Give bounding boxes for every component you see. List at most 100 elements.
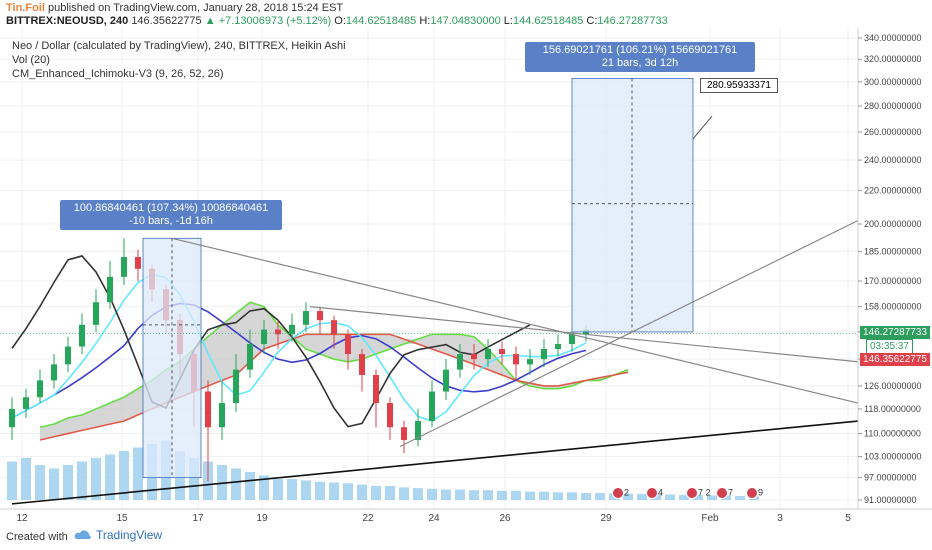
volume-bar	[287, 479, 297, 500]
candle-body	[415, 421, 421, 440]
measure-right-line2: 21 bars, 3d 12h	[601, 57, 679, 69]
candle-body	[429, 391, 435, 422]
volume-bar	[735, 496, 745, 500]
event-badge[interactable]: 4	[646, 487, 663, 499]
event-count: 7	[728, 487, 734, 498]
event-badge[interactable]: 7 2	[686, 487, 711, 499]
time-tick-label: 29	[600, 513, 612, 524]
time-axis[interactable]: 12 15 17 19 22 24 26 29 Feb 3 5	[16, 513, 851, 524]
measure-label-left: 100.86840461 (107.34%) 10086840461 -10 b…	[60, 200, 282, 230]
volume-bar	[469, 490, 479, 500]
event-count: 2	[624, 487, 630, 498]
price-tick-label: 240.00000000	[864, 155, 922, 165]
candle-body	[555, 344, 561, 350]
candle-body	[387, 403, 393, 428]
tradingview-logo[interactable]: TradingView	[74, 528, 162, 542]
time-tick-label: 17	[192, 513, 204, 524]
volume-bar	[441, 489, 451, 500]
plot-area[interactable]	[0, 28, 858, 509]
event-badge[interactable]: 9	[746, 487, 763, 499]
volume-bar	[329, 482, 339, 500]
candle-body	[345, 334, 351, 355]
up-arrow-icon: ▲	[204, 15, 216, 27]
open-value: 144.62518485	[345, 15, 417, 27]
candle-body	[471, 354, 477, 360]
time-tick-label: 5	[845, 513, 851, 524]
legend-volume[interactable]: Vol (20)	[12, 54, 50, 66]
volume-bar	[567, 492, 577, 500]
volume-bar	[721, 495, 731, 500]
candle-body	[233, 369, 239, 404]
volume-bar	[49, 468, 59, 500]
chikou-line	[11, 255, 531, 428]
last-price: 146.35622775	[131, 15, 202, 27]
kijun-line	[11, 302, 587, 419]
price-tick-label: 170.00000000	[864, 276, 922, 286]
volume-bar	[707, 495, 717, 500]
volume-bar	[637, 493, 647, 500]
volume-bar	[301, 480, 311, 500]
candle-body	[107, 276, 113, 303]
candle-body	[485, 349, 491, 360]
measure-left-line1: 100.86840461 (107.34%) 10086840461	[73, 202, 269, 214]
price-tick-label: 158.00000000	[864, 302, 922, 312]
candle-body	[51, 364, 57, 381]
volume-bar	[105, 454, 115, 500]
volume-bar	[7, 461, 17, 500]
current-price-label: 146.27287733	[860, 326, 930, 339]
time-tick-label: 26	[499, 513, 511, 524]
resistance-line	[309, 306, 859, 363]
cloud-logo-icon	[74, 530, 91, 539]
price-tick-label: 260.00000000	[864, 127, 922, 137]
candle-body	[359, 354, 365, 375]
high-value: 147.04830000	[430, 15, 501, 27]
trend-drawings[interactable]	[0, 77, 859, 505]
candle-body	[527, 359, 533, 365]
countdown-label: 03:35:37	[866, 339, 913, 354]
legend-main[interactable]: Neo / Dollar (calculated by TradingView)…	[12, 40, 346, 52]
volume-bar	[413, 488, 423, 500]
measure-label-right: 156.69021761 (106.21%) 15669021761 21 ba…	[525, 42, 755, 72]
volume-bar	[259, 475, 269, 500]
callout-pointer	[692, 115, 713, 140]
price-change: +7.13006973 (+5.12%)	[218, 15, 332, 27]
author-name[interactable]: Tin.Foil	[6, 2, 45, 14]
volume-bar	[665, 494, 675, 500]
candle-body	[37, 380, 43, 398]
tenkan-line	[11, 273, 587, 422]
volume-bar	[245, 472, 255, 500]
time-tick-label: 3	[777, 513, 783, 524]
volume-bar	[455, 489, 465, 500]
candle-body	[121, 257, 127, 277]
volume-bar	[77, 461, 87, 500]
volume-bar	[133, 447, 143, 500]
event-count: 4	[658, 487, 664, 498]
price-tick-label: 320.00000000	[864, 54, 922, 64]
event-badge[interactable]: 7	[716, 487, 733, 499]
volume-bar	[553, 492, 563, 500]
price-tick-label: 91.00000000	[864, 495, 917, 505]
price-tick-label: 340.00000000	[864, 33, 922, 43]
candle-body	[401, 427, 407, 440]
created-with-text: Created with	[6, 531, 68, 543]
legend-ichimoku[interactable]: CM_Enhanced_Ichimoku-V3 (9, 26, 52, 26)	[12, 68, 224, 80]
volume-bar	[371, 486, 381, 500]
candle-body	[457, 354, 463, 370]
event-badge[interactable]: 2	[612, 487, 629, 499]
candle-body	[23, 397, 29, 409]
candle-body	[9, 408, 15, 428]
volume-bar	[231, 468, 241, 500]
price-axis[interactable]: 340.00000000 320.00000000 300.00000000 280.…	[858, 33, 922, 505]
volume-bar	[343, 483, 353, 500]
price-callout[interactable]: 280.95933371	[700, 78, 778, 93]
candle-body	[499, 349, 505, 355]
volume-bar	[539, 491, 549, 500]
volume-bar	[35, 465, 45, 500]
volume-bar	[679, 494, 689, 500]
measure-box-left	[142, 237, 202, 479]
heikin-ashi-candles	[9, 238, 589, 482]
price-chart[interactable]: 340.00000000 320.00000000 300.00000000 280.…	[0, 28, 932, 525]
candle-body	[317, 311, 323, 321]
ohlc-line: BITTREX:NEOUSD, 240 146.35622775 ▲ +7.13…	[6, 15, 668, 27]
chart-header: Tin.Foil published on TradingView.com, J…	[0, 0, 932, 28]
